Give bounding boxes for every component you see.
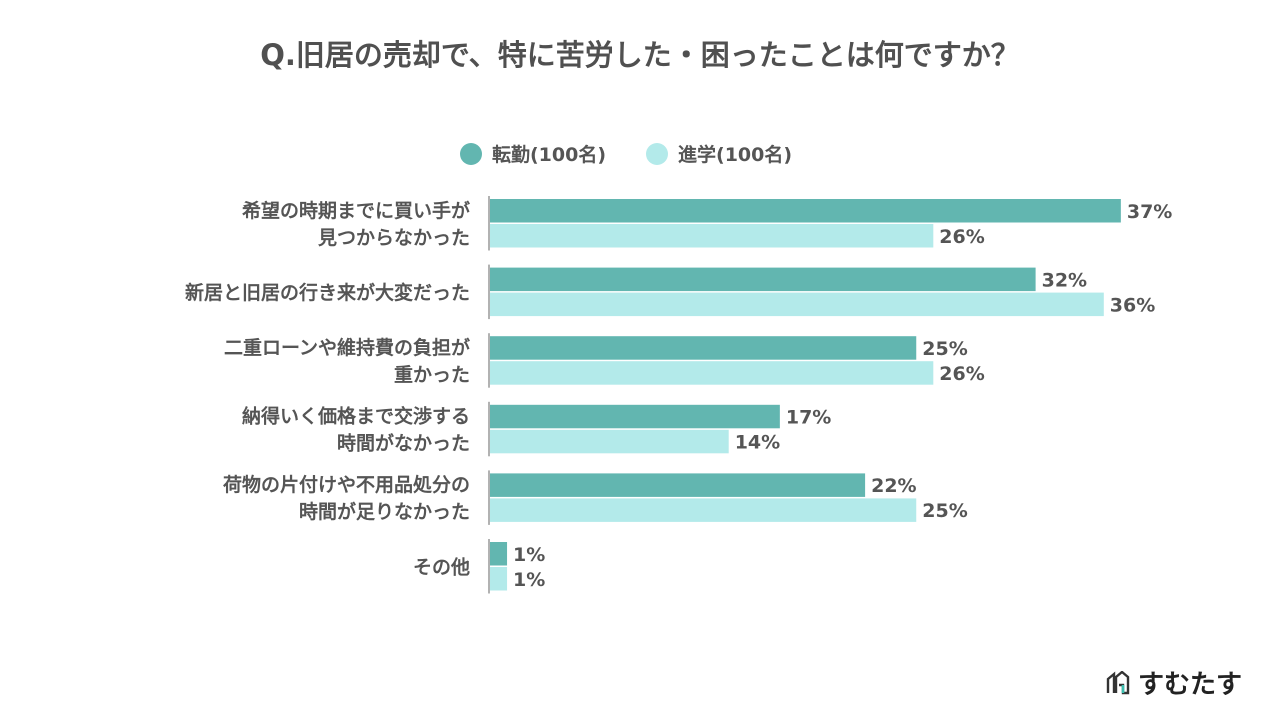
bar-tenkin xyxy=(490,473,866,497)
category-label: 希望の時期までに買い手が xyxy=(242,199,470,222)
legend-item-tenkin: 転勤(100名) xyxy=(460,140,606,167)
bar-shingaku xyxy=(490,292,1104,317)
chart-title: Q.旧居の売却で、特に苦労した・困ったことは何ですか？ xyxy=(260,38,1020,72)
bar-tenkin xyxy=(490,199,1121,223)
data-label: 22% xyxy=(871,475,916,497)
data-label: 25% xyxy=(922,338,967,360)
bar-shingaku xyxy=(490,429,729,454)
legend-label-tenkin: 転勤(100名) xyxy=(492,144,607,166)
category-label: 重かった xyxy=(394,364,470,386)
data-label: 37% xyxy=(1127,201,1172,223)
legend-swatch-tenkin xyxy=(460,142,482,165)
bar-tenkin xyxy=(490,267,1036,292)
bar-shingaku xyxy=(490,224,934,248)
bar-shingaku xyxy=(490,567,508,591)
data-label: 26% xyxy=(939,363,984,385)
data-label: 25% xyxy=(922,500,967,522)
bar-tenkin xyxy=(490,336,917,360)
logo-text: すむたす xyxy=(1137,670,1242,700)
bar-tenkin xyxy=(490,404,780,429)
bar-shingaku xyxy=(490,498,917,522)
logo: すむたす xyxy=(1106,664,1242,701)
bar-shingaku xyxy=(490,361,934,385)
data-label: 17% xyxy=(786,407,831,429)
bar-tenkin xyxy=(490,542,508,566)
data-label: 32% xyxy=(1042,269,1087,291)
data-label: 36% xyxy=(1110,294,1155,316)
category-label: 新居と旧居の行き来が大変だった xyxy=(185,281,470,304)
category-label: その他 xyxy=(413,555,470,578)
category-label: 見つからなかった xyxy=(318,227,470,249)
category-label: 荷物の片付けや不用品処分の xyxy=(223,473,470,496)
legend-item-shingaku: 進学(100名) xyxy=(646,140,792,167)
category-label: 時間が足りなかった xyxy=(299,500,470,523)
data-label: 1% xyxy=(513,544,545,566)
data-label: 26% xyxy=(939,226,984,248)
logo-icon xyxy=(1106,670,1130,694)
category-label: 納得いく価格まで交渉する xyxy=(242,405,470,428)
legend-swatch-shingaku xyxy=(646,142,669,165)
data-label: 1% xyxy=(513,569,545,591)
legend-label-shingaku: 進学(100名) xyxy=(678,144,793,166)
category-label: 時間がなかった xyxy=(337,432,470,455)
legend: 転勤(100名) 進学(100名) xyxy=(460,140,792,167)
category-label: 二重ローンや維持費の負担が xyxy=(224,336,470,359)
data-label: 14% xyxy=(735,432,780,454)
